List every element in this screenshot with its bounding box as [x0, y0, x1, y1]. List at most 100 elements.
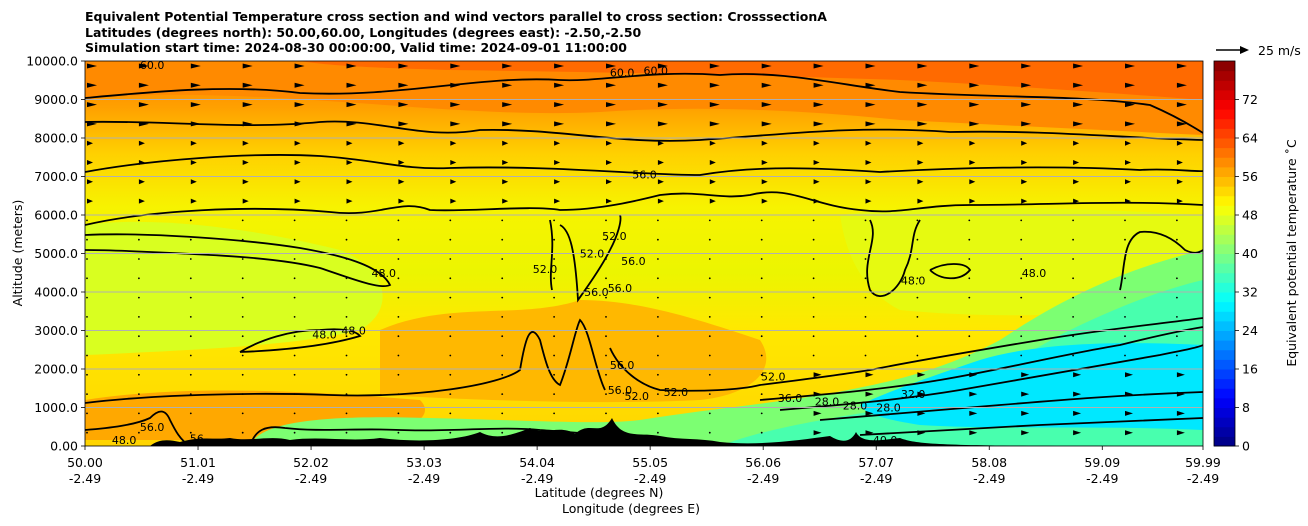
- wind-vector: [1073, 198, 1080, 204]
- wind-vector: [969, 82, 980, 88]
- wind-vector: [1125, 372, 1133, 378]
- wind-vector: [760, 393, 763, 395]
- contour-line: [85, 233, 392, 287]
- wind-vector: [813, 391, 822, 397]
- wind-vector: [657, 102, 668, 108]
- wind-vector: [398, 121, 409, 127]
- wind-vector: [502, 102, 513, 108]
- wind-vector: [1073, 82, 1084, 88]
- wind-vector: [242, 102, 253, 108]
- contour-label: 48.0: [372, 267, 397, 280]
- x-tick-label-lat: 59.99: [1185, 455, 1221, 470]
- wind-vector: [657, 412, 659, 415]
- wind-vector: [346, 82, 357, 88]
- wind-vector: [813, 82, 824, 88]
- wind-vector: [709, 63, 720, 69]
- wind-vector: [760, 219, 763, 222]
- contour-label: 56.0: [608, 384, 633, 397]
- wind-vector: [501, 354, 504, 357]
- wind-vector: [760, 354, 763, 357]
- wind-vector: [1125, 102, 1135, 108]
- wind-vector: [190, 140, 197, 146]
- colorbar-tick-label: 40: [1242, 246, 1258, 261]
- wind-vector: [346, 102, 357, 108]
- colorbar-segment: [1214, 109, 1235, 120]
- x-axis-label-latitude: Latitude (degrees N): [535, 485, 664, 500]
- wind-vector: [450, 198, 457, 204]
- field-patch-cyan-core: [860, 343, 1203, 430]
- wind-vector: [189, 258, 192, 260]
- wind-vector: [813, 372, 822, 378]
- wind-vector: [761, 121, 772, 127]
- wind-vector: [709, 102, 720, 108]
- wind-vector: [813, 140, 820, 146]
- wind-vector: [657, 179, 664, 185]
- wind-vector: [86, 277, 88, 280]
- y-tick-label: 3000.0: [34, 323, 78, 338]
- wind-vector: [916, 277, 919, 280]
- wind-vector: [1124, 316, 1126, 318]
- wind-vector: [917, 391, 926, 397]
- grid-lines: [85, 99, 1203, 408]
- wind-vector: [760, 373, 763, 376]
- wind-vector: [709, 160, 716, 165]
- contour-label: 48.0: [901, 274, 926, 287]
- wind-vector: [87, 179, 93, 185]
- colorbar-tick-label: 16: [1242, 362, 1258, 377]
- y-tick-label: 1000.0: [34, 400, 78, 415]
- wind-vector: [138, 316, 140, 318]
- wind-vector: [1073, 391, 1082, 397]
- wind-vector: [554, 63, 565, 69]
- wind-vector: [657, 219, 659, 222]
- wind-vector: [138, 412, 140, 415]
- wind-vector: [1021, 160, 1028, 165]
- y-tick-label: 6000.0: [34, 208, 78, 223]
- wind-vector: [502, 82, 513, 88]
- wind-vector: [657, 121, 668, 127]
- wind-vector: [865, 391, 874, 397]
- wind-vector: [241, 219, 244, 222]
- wind-vector: [1125, 391, 1133, 397]
- wind-vector: [968, 296, 971, 299]
- quiver-key-label: 25 m/s: [1258, 43, 1301, 58]
- colorbar-segment: [1214, 263, 1235, 274]
- wind-vector: [293, 296, 296, 299]
- wind-vector: [293, 373, 296, 376]
- wind-vector: [917, 430, 926, 436]
- wind-vector: [398, 198, 405, 204]
- wind-vector: [242, 160, 249, 165]
- terrain-silhouette: [85, 418, 1203, 446]
- colorbar-segment: [1214, 282, 1235, 293]
- wind-vector: [813, 102, 824, 108]
- wind-vector: [1176, 410, 1185, 416]
- colorbar-segment: [1214, 378, 1235, 389]
- wind-vector: [294, 82, 305, 88]
- y-axis: 0.00 1000.0 2000.0 3000.0 4000.0 5000.0 6000.0…: [26, 54, 85, 454]
- wind-vector: [397, 238, 400, 241]
- wind-vector: [1072, 238, 1074, 241]
- wind-vector: [450, 179, 457, 185]
- colorbar-tick-label: 0: [1242, 439, 1250, 454]
- wind-vector: [87, 63, 97, 69]
- wind-vector: [865, 198, 872, 204]
- wind-vector: [190, 82, 201, 88]
- wind-vector: [293, 277, 296, 280]
- wind-vector: [242, 198, 249, 204]
- colorbar-segment: [1214, 215, 1235, 226]
- wind-vector: [709, 140, 716, 146]
- wind-vector: [865, 410, 874, 416]
- colorbar-segment: [1214, 311, 1235, 322]
- wind-vector: [864, 219, 867, 222]
- field-patch-greenyellow-west: [85, 221, 383, 355]
- wind-vector: [605, 316, 607, 318]
- colorbar-segment: [1214, 61, 1235, 72]
- title-line-2: Latitudes (degrees north): 50.00,60.00, …: [85, 24, 642, 40]
- colorbar-segment: [1214, 224, 1235, 235]
- wind-vector: [1125, 410, 1133, 416]
- wind-vector: [449, 238, 452, 241]
- wind-vector: [968, 238, 971, 241]
- wind-vectors: [86, 63, 1187, 436]
- wind-vector: [761, 179, 768, 185]
- wind-vector: [189, 373, 192, 376]
- wind-vector: [241, 412, 244, 415]
